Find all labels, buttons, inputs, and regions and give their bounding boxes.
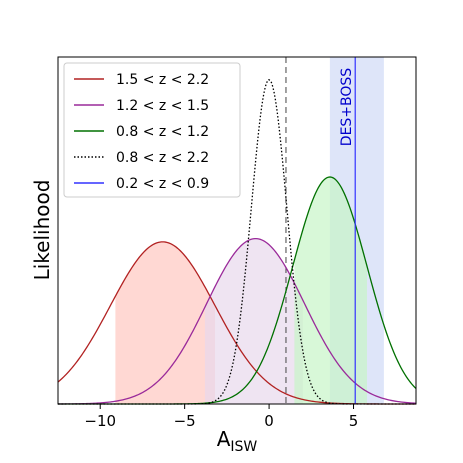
plot-frame (57, 56, 417, 405)
x-tick-label: −10 (84, 412, 116, 430)
legend-label-1: 1.2 < z < 1.5 (116, 98, 209, 114)
y-axis-label: Likelihood (30, 180, 54, 281)
series-1-curve (58, 237, 417, 405)
legend-box (63, 62, 241, 198)
legend-label-3: 0.8 < z < 2.2 (116, 150, 209, 166)
x-tick-label: 5 (349, 412, 359, 430)
x-axis-label: AISW (217, 427, 258, 455)
x-axis-label-main: A (217, 427, 231, 451)
legend-label-4: 0.2 < z < 0.9 (116, 176, 209, 192)
annotation-layer: DES+BOSS (339, 68, 355, 147)
series-2-fill (294, 177, 368, 404)
series-1-fill (204, 238, 303, 404)
x-axis-label-subscript: ISW (230, 439, 257, 455)
annotation-des-boss: DES+BOSS (339, 68, 355, 147)
legend-label-0: 1.5 < z < 2.2 (116, 72, 209, 88)
series-0-fill (115, 241, 216, 404)
x-tick-label: −5 (174, 412, 196, 430)
legend-label-2: 0.8 < z < 1.2 (116, 124, 209, 140)
x-tick-label: 0 (264, 412, 274, 430)
tick-layer: −10 −5 0 5 (84, 404, 358, 430)
legend: 1.5 < z < 2.2 1.2 < z < 1.5 0.8 < z < 1.2 0… (63, 62, 241, 198)
fill-layer (115, 177, 368, 404)
